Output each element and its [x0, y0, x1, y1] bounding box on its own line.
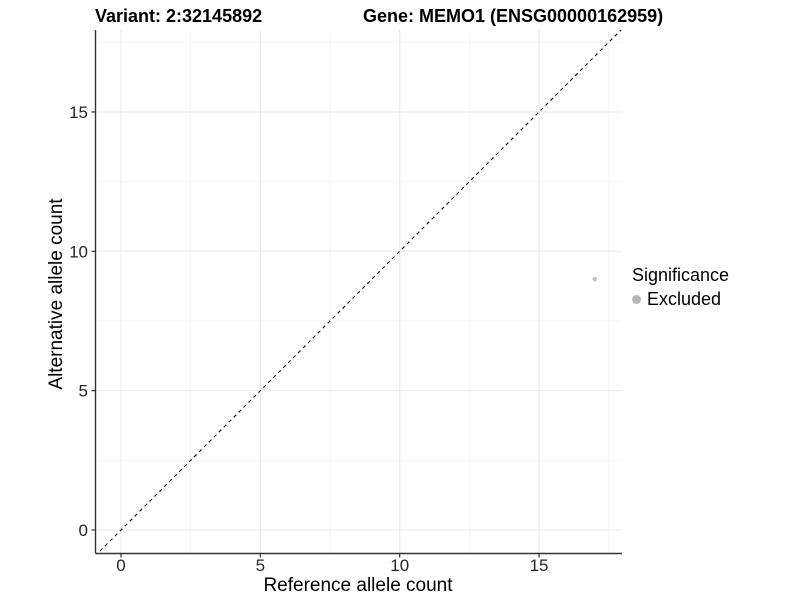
data-point [592, 276, 598, 282]
y-axis-title: Alternative allele count [46, 198, 67, 390]
y-tick-label: 10 [69, 242, 88, 261]
x-tick-label: 5 [256, 556, 265, 575]
y-tick-label: 0 [79, 521, 88, 540]
plot-title-gene: Gene: MEMO1 (ENSG00000162959) [363, 6, 664, 26]
x-tick-label: 0 [116, 556, 125, 575]
plot-title-variant: Variant: 2:32145892 [95, 6, 263, 26]
legend-item-excluded: Excluded [632, 289, 729, 310]
y-tick-label: 5 [79, 382, 88, 401]
y-tick-label: 15 [69, 103, 88, 122]
identity-line [96, 30, 622, 554]
x-axis-title: Reference allele count [263, 575, 453, 596]
legend: Significance Excluded [632, 265, 729, 310]
legend-item-label: Excluded [647, 289, 722, 309]
legend-title: Significance [632, 265, 730, 285]
x-tick-label: 15 [530, 556, 549, 575]
legend-point-icon [632, 295, 641, 304]
x-tick-label: 10 [390, 556, 409, 575]
